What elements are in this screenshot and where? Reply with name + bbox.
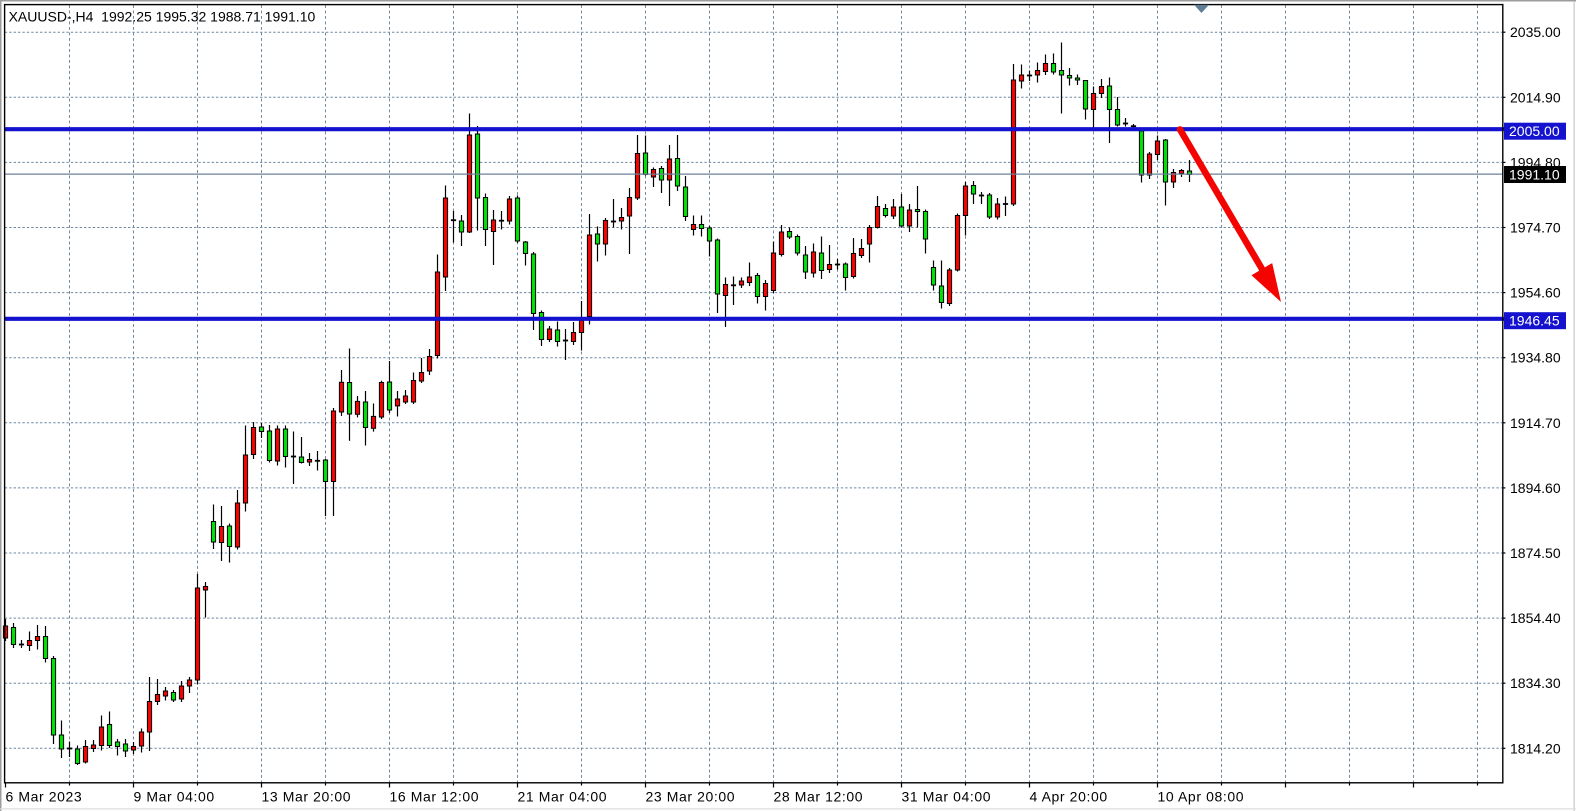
svg-text:28 Mar 12:00: 28 Mar 12:00 <box>774 789 864 805</box>
svg-text:1914.70: 1914.70 <box>1510 415 1561 431</box>
svg-text:16 Mar 12:00: 16 Mar 12:00 <box>390 789 480 805</box>
svg-text:23 Mar 20:00: 23 Mar 20:00 <box>646 789 736 805</box>
svg-text:1894.60: 1894.60 <box>1510 480 1561 496</box>
svg-text:1814.20: 1814.20 <box>1510 740 1561 756</box>
svg-text:4 Apr 20:00: 4 Apr 20:00 <box>1030 789 1108 805</box>
svg-text:9 Mar 04:00: 9 Mar 04:00 <box>134 789 215 805</box>
svg-text:1854.40: 1854.40 <box>1510 610 1561 626</box>
svg-text:13 Mar 20:00: 13 Mar 20:00 <box>262 789 352 805</box>
svg-text:XAUUSD-,H4 1992.25 1995.32 19: XAUUSD-,H4 1992.25 1995.32 1988.71 1991.… <box>9 9 316 25</box>
svg-text:1934.80: 1934.80 <box>1510 350 1561 366</box>
svg-text:2014.90: 2014.90 <box>1510 89 1561 105</box>
svg-text:1874.50: 1874.50 <box>1510 545 1561 561</box>
svg-text:2035.00: 2035.00 <box>1510 24 1561 40</box>
svg-text:6 Mar 2023: 6 Mar 2023 <box>6 789 83 805</box>
svg-text:2005.00: 2005.00 <box>1509 123 1560 139</box>
svg-text:21 Mar 04:00: 21 Mar 04:00 <box>518 789 608 805</box>
svg-text:1991.10: 1991.10 <box>1509 167 1560 183</box>
svg-text:1834.30: 1834.30 <box>1510 675 1561 691</box>
svg-text:1974.70: 1974.70 <box>1510 220 1561 236</box>
svg-text:1946.45: 1946.45 <box>1509 313 1560 329</box>
svg-text:1954.60: 1954.60 <box>1510 285 1561 301</box>
svg-text:31 Mar 04:00: 31 Mar 04:00 <box>902 789 992 805</box>
svg-text:10 Apr 08:00: 10 Apr 08:00 <box>1158 789 1245 805</box>
